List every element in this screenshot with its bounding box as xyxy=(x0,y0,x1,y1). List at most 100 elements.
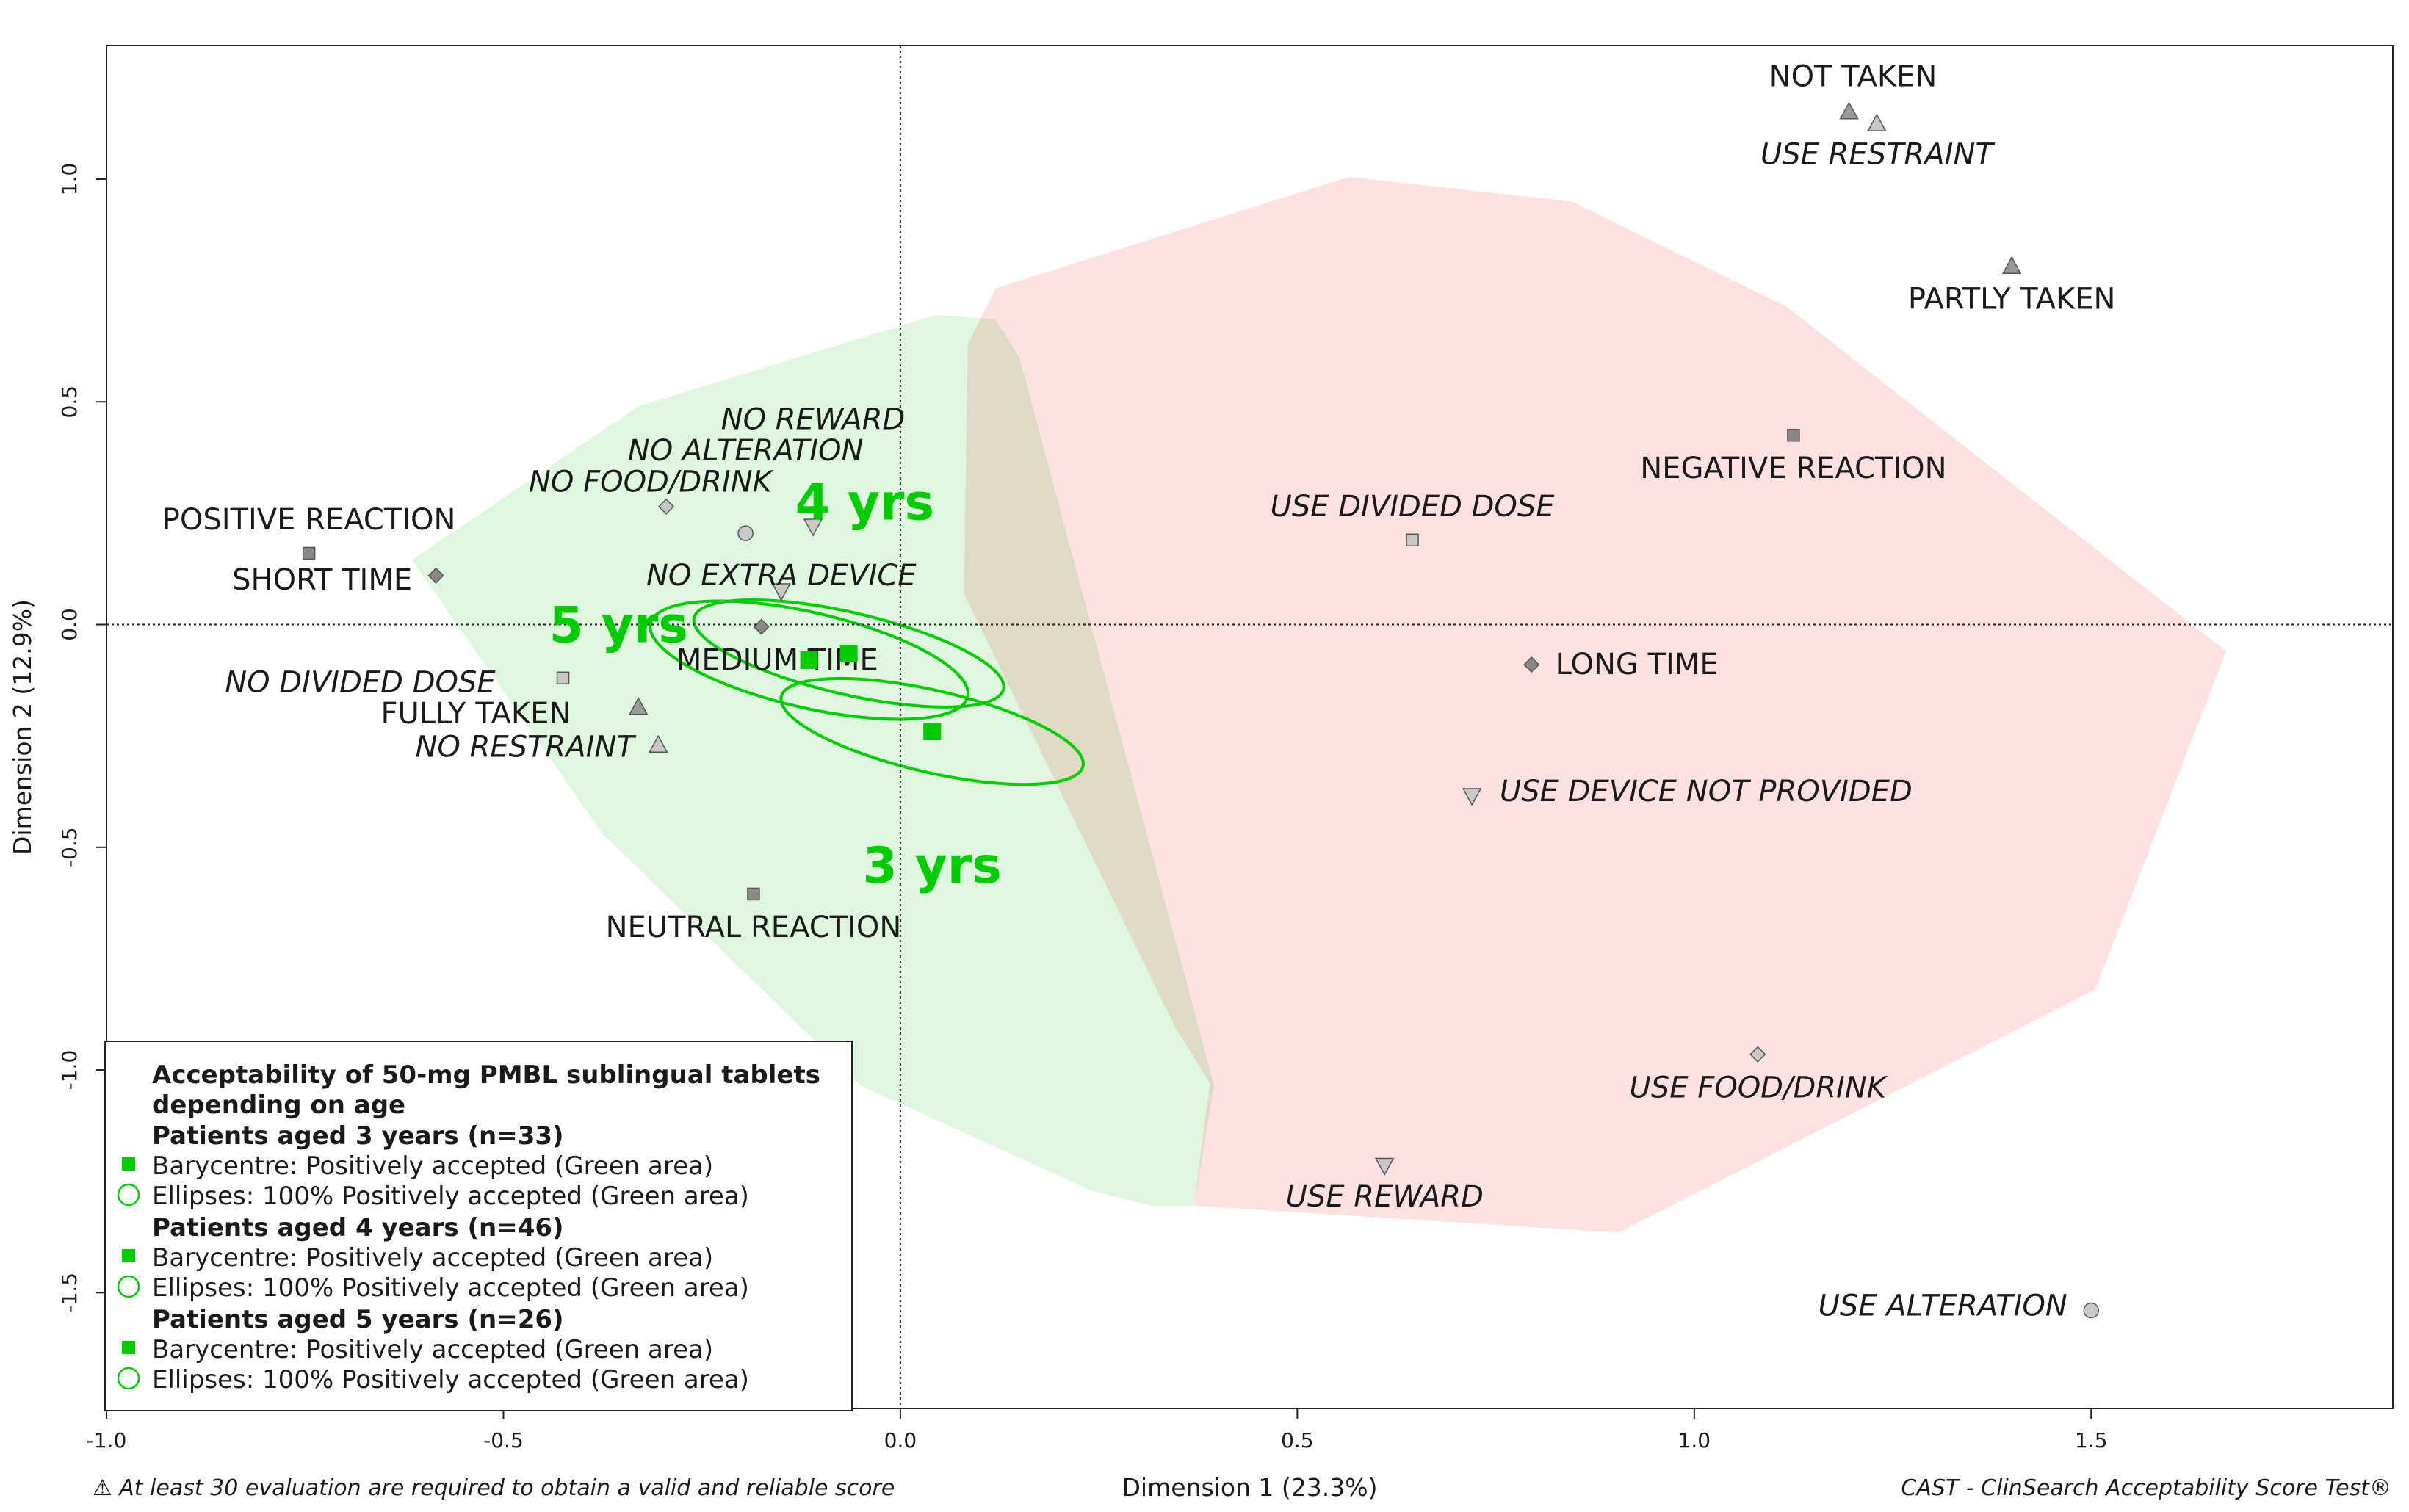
legend-ellipse-circle-icon xyxy=(117,1367,140,1390)
point-marker xyxy=(1787,428,1800,442)
point-label: USE DEVICE NOT PROVIDED xyxy=(1500,775,1913,809)
legend-ellipses-text-5yrs: Ellipses: 100% Positively accepted (Gree… xyxy=(152,1365,749,1395)
point-label: NO DIVIDED DOSE xyxy=(225,665,496,699)
y-tick-label: 0.5 xyxy=(57,386,82,419)
category-point: NO REWARD xyxy=(721,402,906,537)
point-label: NO REWARD xyxy=(721,402,906,436)
legend-barycentre-square-icon xyxy=(122,1249,135,1262)
age-barycentres: 3 yrs 4 yrs 5 yrs xyxy=(549,474,1002,895)
legend-title-line2: depending on age xyxy=(152,1090,405,1120)
legend-group-header-5yrs: Patients aged 5 years (n=26) xyxy=(152,1305,564,1334)
point-label: SHORT TIME xyxy=(232,563,412,597)
point-marker xyxy=(747,887,760,901)
point-label: USE ALTERATION xyxy=(1819,1289,2067,1323)
category-point: USE REWARD xyxy=(1286,1157,1484,1214)
point-label: POSITIVE REACTION xyxy=(162,503,456,537)
point-marker xyxy=(302,546,316,560)
confidence-ellipses xyxy=(649,598,1085,786)
y-tick-label: 0.0 xyxy=(57,608,82,641)
legend-barycentre-square-icon xyxy=(122,1341,135,1354)
age-label: 3 yrs xyxy=(862,837,1001,895)
x-tick-label: -1.0 xyxy=(87,1428,127,1453)
category-point: POSITIVE REACTION xyxy=(162,503,456,560)
point-label: USE DIVIDED DOSE xyxy=(1271,490,1556,524)
ellipse-5-yrs xyxy=(649,599,969,721)
point-marker xyxy=(1867,113,1887,131)
legend-group-header-4yrs: Patients aged 4 years (n=46) xyxy=(152,1213,564,1242)
x-tick-label: 0.5 xyxy=(1281,1428,1314,1453)
age-label: 5 yrs xyxy=(549,596,688,654)
x-tick-label: 1.5 xyxy=(2075,1428,2108,1453)
point-marker xyxy=(1406,533,1419,547)
y-tick-label: -1.0 xyxy=(57,1050,82,1090)
legend-barycentre-text-5yrs: Barycentre: Positively accepted (Green a… xyxy=(152,1335,713,1364)
category-point: FULLY TAKEN xyxy=(381,697,649,731)
category-point: NOT TAKEN xyxy=(1769,59,1937,120)
barycentre-5-yrs xyxy=(800,651,818,670)
plot-frame xyxy=(106,45,2394,1409)
category-point: PARTLY TAKEN xyxy=(1908,256,2115,316)
point-label: NO ALTERATION xyxy=(628,434,864,468)
axes: -1.0 -0.5 0.0 0.5 1.0 1.5 -1.5 -1.0 -0.5 0.0 0.5 1.… xyxy=(8,45,2394,1502)
point-marker xyxy=(753,618,770,635)
legend-ellipse-circle-icon xyxy=(117,1183,140,1207)
point-label: LONG TIME xyxy=(1556,648,1719,681)
point-label: USE FOOD/DRINK xyxy=(1630,1071,1888,1104)
point-marker xyxy=(657,498,675,515)
acceptability-areas xyxy=(412,176,2226,1233)
point-label: PARTLY TAKEN xyxy=(1908,283,2115,316)
point-label: NEUTRAL REACTION xyxy=(606,911,902,944)
point-marker xyxy=(771,583,792,601)
barycentre-3-yrs xyxy=(923,723,942,741)
category-point: NO FOOD/DRINK xyxy=(529,465,774,515)
x-tick-label: 1.0 xyxy=(1678,1428,1711,1453)
point-marker xyxy=(1462,788,1482,806)
category-point: LONG TIME xyxy=(1523,648,1719,681)
point-label: NEGATIVE REACTION xyxy=(1640,452,1946,485)
legend-ellipses-text-4yrs: Ellipses: 100% Positively accepted (Gree… xyxy=(152,1273,749,1303)
x-tick-label: 0.0 xyxy=(884,1428,917,1453)
point-marker xyxy=(2001,256,2022,274)
y-tick-label: 1.0 xyxy=(57,163,82,196)
y-axis-label: Dimension 2 (12.9%) xyxy=(8,599,37,855)
point-marker xyxy=(2083,1302,2100,1319)
category-point: USE RESTRAINT xyxy=(1760,113,1996,172)
legend-barycentre-text-3yrs: Barycentre: Positively accepted (Green a… xyxy=(152,1151,713,1181)
category-point: NEGATIVE REACTION xyxy=(1640,428,1947,485)
legend-ellipses-text-3yrs: Ellipses: 100% Positively accepted (Gree… xyxy=(152,1182,749,1211)
category-points: NOT TAKEN USE RESTRAINT PARTLY TAKEN NEGATI… xyxy=(162,59,2116,1323)
category-point: NO ALTERATION xyxy=(628,434,864,541)
legend: Acceptability of 50-mg PMBL sublingual t… xyxy=(104,1041,853,1411)
legend-ellipse-circle-icon xyxy=(117,1275,140,1298)
point-marker xyxy=(737,525,754,541)
legend-group-header-3yrs: Patients aged 3 years (n=33) xyxy=(152,1121,564,1151)
legend-barycentre-square-icon xyxy=(122,1157,135,1171)
point-marker xyxy=(1839,101,1859,120)
barycentre-4-yrs xyxy=(839,644,858,662)
category-point: USE ALTERATION xyxy=(1819,1289,2100,1323)
footer-warning: ⚠ At least 30 evaluation are required to… xyxy=(93,1475,895,1501)
reference-lines xyxy=(106,46,2393,1408)
category-point: SHORT TIME xyxy=(232,563,444,597)
point-label: FULLY TAKEN xyxy=(381,697,571,731)
point-label: NO EXTRA DEVICE xyxy=(646,559,917,593)
point-label: NO FOOD/DRINK xyxy=(529,465,774,499)
point-marker xyxy=(1523,656,1540,673)
x-axis-label: Dimension 1 (23.3%) xyxy=(1122,1473,1378,1502)
point-marker xyxy=(648,734,668,753)
point-marker xyxy=(628,697,649,715)
point-label: USE RESTRAINT xyxy=(1760,138,1996,172)
footer-credit: CAST - ClinSearch Acceptability Score Te… xyxy=(1901,1475,2391,1501)
legend-box xyxy=(104,1041,853,1411)
category-point: NO EXTRA DEVICE xyxy=(646,559,917,601)
point-marker xyxy=(1749,1046,1766,1063)
red-area xyxy=(964,176,2226,1233)
x-tick-label: -0.5 xyxy=(483,1428,524,1453)
category-point: NO DIVIDED DOSE xyxy=(225,665,570,699)
ellipse-3-yrs xyxy=(779,676,1085,786)
legend-title-line1: Acceptability of 50-mg PMBL sublingual t… xyxy=(152,1060,820,1090)
point-marker xyxy=(427,567,444,584)
point-label: NOT TAKEN xyxy=(1769,59,1937,93)
category-point: USE FOOD/DRINK xyxy=(1630,1046,1888,1104)
